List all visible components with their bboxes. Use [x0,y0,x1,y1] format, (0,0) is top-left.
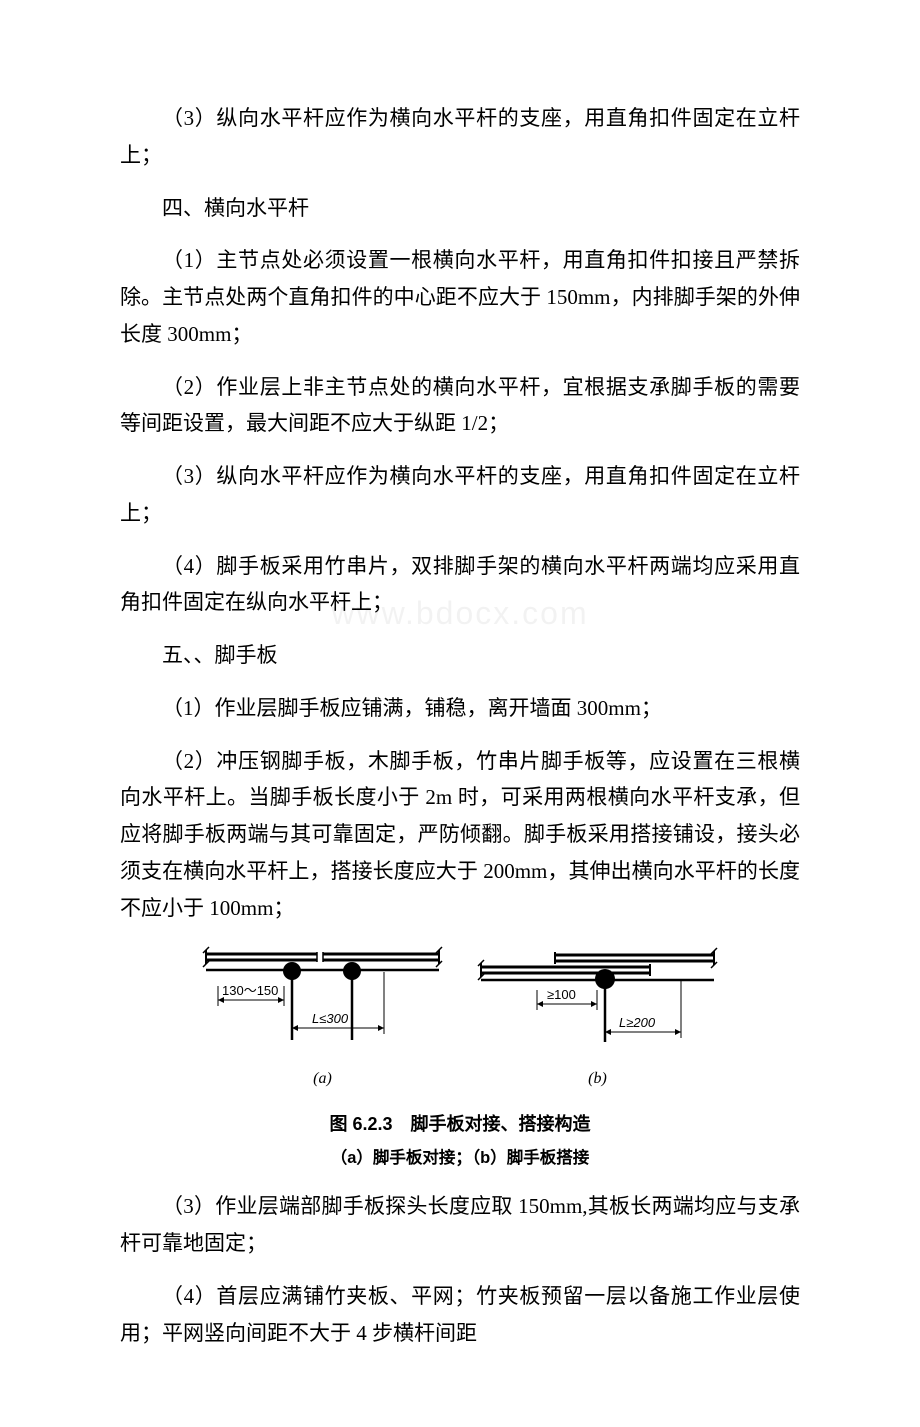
heading-5: 五、、脚手板 [120,637,800,674]
para-5-4: （4）首层应满铺竹夹板、平网；竹夹板预留一层以备施工作业层使用；平网竖向间距不大… [120,1278,800,1352]
figure-row: 130～150 L≤300 (a) [200,944,720,1088]
dim-a2: L≤300 [312,1011,349,1026]
para-5-1: （1）作业层脚手板应铺满，铺稳，离开墙面 300mm； [120,690,800,727]
figure-6-2-3: 130～150 L≤300 (a) [120,944,800,1088]
heading-4: 四、横向水平杆 [120,190,800,227]
figure-subcaption: （a）脚手板对接；（b）脚手板搭接 [120,1144,800,1168]
para-4-1: （1）主节点处必须设置一根横向水平杆，用直角扣件扣接且严禁拆除。主节点处两个直角… [120,242,800,352]
dim-b1: ≥100 [547,987,576,1002]
subfigure-b: ≥100 L≥200 (b) [475,944,720,1088]
para-3-3: （3）纵向水平杆应作为横向水平杆的支座，用直角扣件固定在立杆上； [120,100,800,174]
para-5-3: （3）作业层端部脚手板探头长度应取 150mm,其板长两端均应与支承杆可靠地固定… [120,1188,800,1262]
diagram-b-svg: ≥100 L≥200 [475,944,720,1064]
para-4-3: （3）纵向水平杆应作为横向水平杆的支座，用直角扣件固定在立杆上； [120,458,800,532]
figure-caption: 图 6.2.3 脚手板对接、搭接构造 [120,1110,800,1136]
para-4-2: （2）作业层上非主节点处的横向水平杆，宜根据支承脚手板的需要等间距设置，最大间距… [120,369,800,443]
para-5-2: （2）冲压钢脚手板，木脚手板，竹串片脚手板等，应设置在三根横向水平杆上。当脚手板… [120,743,800,927]
para-4-4: （4）脚手板采用竹串片，双排脚手架的横向水平杆两端均应采用直角扣件固定在纵向水平… [120,548,800,622]
diagram-a-svg: 130～150 L≤300 [200,944,445,1064]
subfig-a-label: (a) [313,1070,332,1088]
dim-a1: 130～150 [222,983,278,998]
subfig-b-label: (b) [588,1070,607,1088]
dim-b2: L≥200 [619,1015,656,1030]
subfigure-a: 130～150 L≤300 (a) [200,944,445,1088]
